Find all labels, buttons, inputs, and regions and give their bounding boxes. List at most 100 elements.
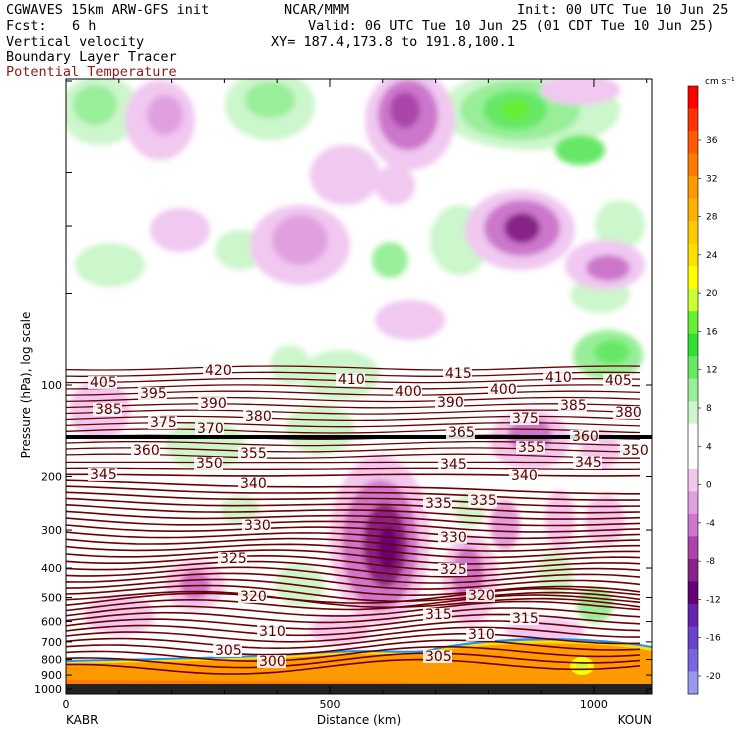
theta-contour [66,491,641,508]
colorbar-swatch [688,311,698,335]
theta-label-bg [613,406,642,419]
theta-label: 320 [468,588,495,604]
colorbar-swatch [688,221,698,245]
theta-contour [66,365,641,371]
theta-label: 365 [448,425,475,441]
colorbar-swatch [688,176,698,199]
theta-label: 385 [560,398,587,414]
colorbar-frame [687,85,699,695]
y-tick-label: 700 [41,636,62,649]
theta-label-bg [393,385,422,398]
organization-label: NCAR/MMM [284,2,350,18]
theta-contour [66,566,641,584]
theta-label: 410 [545,370,572,386]
y-tick-label: 100 [41,379,62,392]
theta-label: 415 [445,366,472,382]
colorbar: 36 32 28 24 20 16 12 8 4 0 -4 -8 -12 -16 -20 [687,85,721,695]
colorbar-swatch [688,536,698,560]
colorbar-label: 20 [706,289,718,299]
colorbar-label: -20 [706,672,721,682]
field-potential-temperature: Potential Temperature [6,64,177,80]
theta-label: 310 [259,624,286,640]
theta-contour [66,479,640,495]
theta-label-bg [488,383,517,396]
colorbar-label: 32 [706,174,717,184]
colorbar-label: 24 [706,251,718,261]
theta-label-bg [238,447,267,460]
theta-label-bg [195,422,224,435]
colorbar-swatch [688,581,698,605]
colorbar-swatch [688,288,698,312]
theta-contour [66,497,641,514]
cross-section-endpoints: XY= 187.4,173.8 to 191.8,100.1 [271,34,515,50]
colorbar-swatch [688,356,698,380]
theta-label-bg [336,373,365,386]
theta-contour [66,584,641,603]
theta-contour [66,645,641,662]
colorbar-label: -12 [706,595,721,605]
theta-contour [66,658,641,675]
theta-contour [66,473,641,477]
theta-contour [66,554,641,572]
theta-label-bg [88,376,117,389]
theta-label: 300 [259,654,286,670]
x-tick-label: 500 [319,698,340,711]
theta-label-bg [446,426,475,439]
theta-label: 355 [518,440,545,456]
theta-label: 330 [244,518,271,534]
theta-contour [66,504,641,520]
y-tick-label: 200 [41,471,62,484]
theta-label: 310 [468,627,495,643]
init-time: Init: 00 UTC Tue 10 Jun 25 [517,2,729,18]
theta-label-bg [257,625,286,638]
colorbar-label: -4 [706,519,715,529]
theta-contour [66,607,641,624]
theta-label-bg [558,399,587,412]
forecast-hour: 6 h [72,18,97,34]
theta-label: 325 [440,562,467,578]
theta-contour [66,626,641,643]
theta-label-bg [603,374,632,387]
theta-contour [66,531,641,546]
theta-contour [66,600,641,617]
theta-contour [66,537,641,552]
colorbar-label: 4 [706,442,712,452]
theta-contour [66,384,641,390]
theta-label: 405 [90,375,117,391]
colorbar-label: 28 [706,213,718,223]
colorbar-label: -16 [706,634,721,644]
theta-label: 405 [605,373,632,389]
theta-label: 325 [220,551,247,567]
theta-label: 420 [205,363,232,379]
theta-contour [66,633,641,650]
theta-label: 360 [572,429,599,445]
theta-label-bg [509,469,538,482]
theta-label: 410 [338,372,365,388]
y-tick-label: 500 [41,591,62,604]
colorbar-swatch [688,266,698,290]
colorbar-swatch [688,468,698,492]
theta-label: 345 [440,457,467,473]
colorbar-swatch [688,671,698,695]
colorbar-swatch [688,513,698,537]
potential-temperature-labels: 420 415 410 410 405 405 400 400 395 390 390 385 385 3… [88,363,649,670]
theta-label: 375 [512,411,539,427]
x-axis-label: Distance (km) [317,713,401,727]
theta-label-bg [213,644,242,657]
theta-label: 360 [133,443,160,459]
theta-contour [66,587,641,606]
theta-label: 330 [440,530,467,546]
theta-label: 385 [95,402,122,418]
theta-contour [66,409,641,415]
colorbar-label: -8 [706,557,715,567]
theta-label-bg [423,608,452,621]
theta-contour [66,572,641,590]
theta-label-bg [435,396,464,409]
colorbar-swatch [688,153,698,177]
theta-label: 355 [240,446,267,462]
theta-label-bg [438,531,467,544]
theta-label-bg [510,412,539,425]
theta-label-bg [148,416,177,429]
theta-label: 315 [425,607,452,623]
theta-contour [66,453,640,459]
